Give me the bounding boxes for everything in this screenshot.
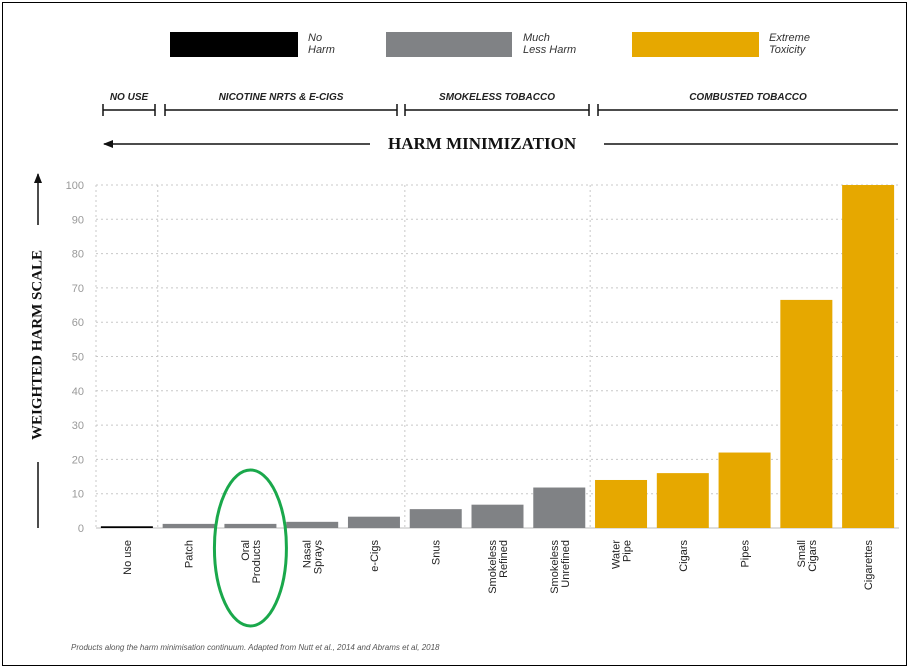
y-tick-label: 20 bbox=[72, 454, 84, 466]
bar bbox=[162, 523, 215, 528]
band-label-nicotine: NICOTINE NRTS & E-CIGS bbox=[218, 92, 344, 103]
y-tick-label: 50 bbox=[72, 352, 84, 364]
harm-minimization-title: HARM MINIMIZATION bbox=[388, 134, 577, 153]
y-tick-label: 60 bbox=[72, 317, 84, 329]
bar bbox=[533, 487, 586, 528]
svg-text:No use: No use bbox=[122, 540, 134, 575]
figure-frame bbox=[2, 2, 907, 666]
svg-text:NasalSprays: NasalSprays bbox=[302, 540, 325, 575]
figure-caption: Products along the harm minimisation con… bbox=[71, 643, 440, 652]
band-label-no-use: NO USE bbox=[109, 92, 149, 103]
bar bbox=[595, 479, 648, 528]
bar bbox=[780, 299, 833, 528]
legend-label-extreme-toxicity: Extreme Toxicity bbox=[769, 32, 810, 56]
x-tick-label: No use bbox=[122, 540, 134, 575]
legend-swatch-much-less-harm bbox=[386, 32, 512, 57]
x-tick-label: e-Cigs bbox=[369, 540, 381, 572]
bar bbox=[842, 185, 895, 528]
bars bbox=[100, 185, 895, 528]
y-tick-label: 70 bbox=[72, 283, 84, 295]
y-tick-label: 30 bbox=[72, 420, 84, 432]
svg-text:Patch: Patch bbox=[184, 540, 196, 568]
x-tick-label: Cigars bbox=[678, 540, 690, 572]
x-tick-label: WaterPipe bbox=[611, 540, 634, 569]
x-tick-label: NasalSprays bbox=[302, 540, 325, 575]
y-ticks: 0 10 20 30 40 50 60 70 80 90 100 bbox=[66, 180, 84, 535]
y-tick-label: 90 bbox=[72, 214, 84, 226]
legend-swatch-no-harm bbox=[170, 32, 298, 57]
bar bbox=[718, 452, 771, 528]
x-tick-label: OralProducts bbox=[240, 540, 263, 584]
svg-text:Pipes: Pipes bbox=[740, 540, 752, 568]
x-tick-label: SmokelessRefined bbox=[487, 540, 510, 594]
y-tick-label: 100 bbox=[66, 180, 84, 192]
x-tick-label: Snus bbox=[431, 540, 443, 566]
grid bbox=[95, 184, 899, 529]
x-tick-label: Pipes bbox=[740, 540, 752, 568]
legend-label-much-less-harm: Much Less Harm bbox=[523, 32, 577, 56]
y-tick-label: 10 bbox=[72, 489, 84, 501]
svg-text:Cigars: Cigars bbox=[678, 540, 690, 572]
svg-text:WaterPipe: WaterPipe bbox=[611, 540, 634, 569]
x-tick-label: Patch bbox=[184, 540, 196, 568]
svg-text:Cigarettes: Cigarettes bbox=[863, 540, 875, 591]
bar bbox=[286, 521, 339, 528]
band-label-combusted: COMBUSTED TOBACCO bbox=[689, 92, 807, 103]
y-tick-label: 40 bbox=[72, 386, 84, 398]
svg-text:SmokelessUnrefined: SmokelessUnrefined bbox=[549, 540, 572, 594]
bar bbox=[409, 509, 462, 528]
bar bbox=[656, 473, 709, 528]
svg-text:e-Cigs: e-Cigs bbox=[369, 540, 381, 572]
band-label-smokeless: SMOKELESS TOBACCO bbox=[439, 92, 555, 103]
legend-label-no-harm: No Harm bbox=[308, 32, 335, 56]
svg-text:Snus: Snus bbox=[431, 540, 443, 566]
x-tick-labels: No use Patch OralProducts NasalSprays e-Cigs… bbox=[122, 540, 875, 594]
band-brackets bbox=[102, 104, 898, 116]
bar bbox=[471, 504, 524, 528]
x-tick-label: Cigarettes bbox=[863, 540, 875, 591]
bar bbox=[224, 523, 277, 528]
legend-swatch-extreme-toxicity bbox=[632, 32, 759, 57]
x-tick-label: SmokelessUnrefined bbox=[549, 540, 572, 594]
y-tick-label: 0 bbox=[78, 523, 84, 535]
x-tick-label: SmallCigars bbox=[796, 540, 819, 572]
svg-text:SmokelessRefined: SmokelessRefined bbox=[487, 540, 510, 594]
bar bbox=[347, 516, 400, 528]
highlight-ellipse bbox=[212, 468, 288, 628]
y-tick-label: 80 bbox=[72, 249, 84, 261]
bar bbox=[100, 526, 153, 528]
svg-text:OralProducts: OralProducts bbox=[240, 540, 263, 584]
svg-text:SmallCigars: SmallCigars bbox=[796, 540, 819, 572]
